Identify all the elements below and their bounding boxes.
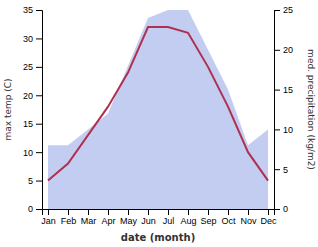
tick-mark [36,38,42,39]
tick-label: Oct [221,216,236,226]
y-tick: 0 [28,204,42,214]
tick-label: 15 [23,119,33,129]
tick-label: Aug [180,216,196,226]
y2-tick: 25 [274,5,293,15]
tick-label: 5 [283,165,288,175]
y-tick: 10 [23,148,42,158]
y-tick: 30 [23,34,42,44]
y2-axis-title: med. precipitation (kg/m2) [306,49,316,170]
tick-mark [228,209,229,215]
tick-label: Apr [101,216,115,226]
tick-mark [36,95,42,96]
x-tick: Nov [240,209,257,226]
y-tick: 25 [23,62,42,72]
y-axis-title: max temp (C) [3,78,13,140]
y2-tick: 5 [274,165,288,175]
tick-label: 35 [23,5,33,15]
tick-mark [36,209,42,210]
tick-mark [36,67,42,68]
tick-label: 20 [283,45,293,55]
tick-label: Jan [41,216,56,226]
tick-mark [248,209,249,215]
tick-mark [274,90,280,91]
tick-mark [36,124,42,125]
tick-mark [188,209,189,215]
x-axis-title: date (month) [121,232,195,243]
tick-mark [274,50,280,51]
tick-label: 25 [23,62,33,72]
axis-line [275,11,281,210]
tick-mark [274,209,280,210]
tick-label: 30 [23,34,33,44]
axis-line [36,11,43,210]
tick-label: 10 [23,148,33,158]
x-tick: Aug [180,209,196,226]
y-tick: 20 [23,91,42,101]
y2-tick: 0 [274,204,288,214]
tick-label: 10 [283,125,293,135]
tick-mark [274,169,280,170]
tick-mark [274,129,280,130]
x-tick: Feb [61,209,77,226]
tick-label: Sep [200,216,216,226]
axis-line [43,210,275,216]
tick-mark [68,209,69,215]
tick-label: Mar [81,216,97,226]
tick-label: Nov [240,216,257,226]
tick-label: Jun [141,216,156,226]
tick-mark [274,10,280,11]
y2-tick: 10 [274,125,293,135]
tick-mark [88,209,89,215]
y-tick: 35 [23,5,42,15]
tick-label: 20 [23,91,33,101]
plot: Jan Feb Mar Apr MayJun Jul Aug Sep Oct NovDec 0 5 10… [23,5,293,226]
x-tick: Jun [141,209,156,226]
y2-axis: 0 5 10 15 20 25 [274,5,293,214]
tick-mark [48,209,49,215]
tick-mark [36,152,42,153]
tick-mark [148,209,149,215]
x-tick: Mar [81,209,97,226]
tick-mark [128,209,129,215]
y-tick: 15 [23,119,42,129]
tick-mark [36,181,42,182]
tick-mark [36,10,42,11]
x-axis: Jan Feb Mar Apr MayJun Jul Aug Sep Oct NovDec [41,209,277,226]
tick-label: Dec [260,216,277,226]
x-tick: Apr [101,209,115,226]
temperature-line [48,27,268,181]
tick-label: May [120,216,138,226]
x-tick: Jan [41,209,56,226]
tick-mark [108,209,109,215]
tick-label: 0 [283,204,288,214]
tick-label: 5 [28,176,33,186]
y2-tick: 15 [274,85,293,95]
precipitation-area [48,10,268,209]
x-tick: May [120,209,138,226]
tick-mark [208,209,209,215]
tick-label: 25 [283,5,293,15]
marks [48,10,268,209]
x-tick: Dec [260,209,277,226]
tick-label: Feb [61,216,77,226]
tick-mark [268,209,269,215]
y2-tick: 20 [274,45,293,55]
tick-label: 15 [283,85,293,95]
x-tick: Jul [163,209,175,226]
x-tick: Oct [221,209,236,226]
chart: Jan Feb Mar Apr MayJun Jul Aug Sep Oct NovDec 0 5 10… [0,0,318,247]
tick-label: 0 [28,204,33,214]
y-axis: 0 5 10 15 20 25 30 35 [23,5,43,214]
tick-mark [168,209,169,215]
x-tick: Sep [200,209,216,226]
tick-label: Jul [163,216,175,226]
y-tick: 5 [28,176,42,186]
